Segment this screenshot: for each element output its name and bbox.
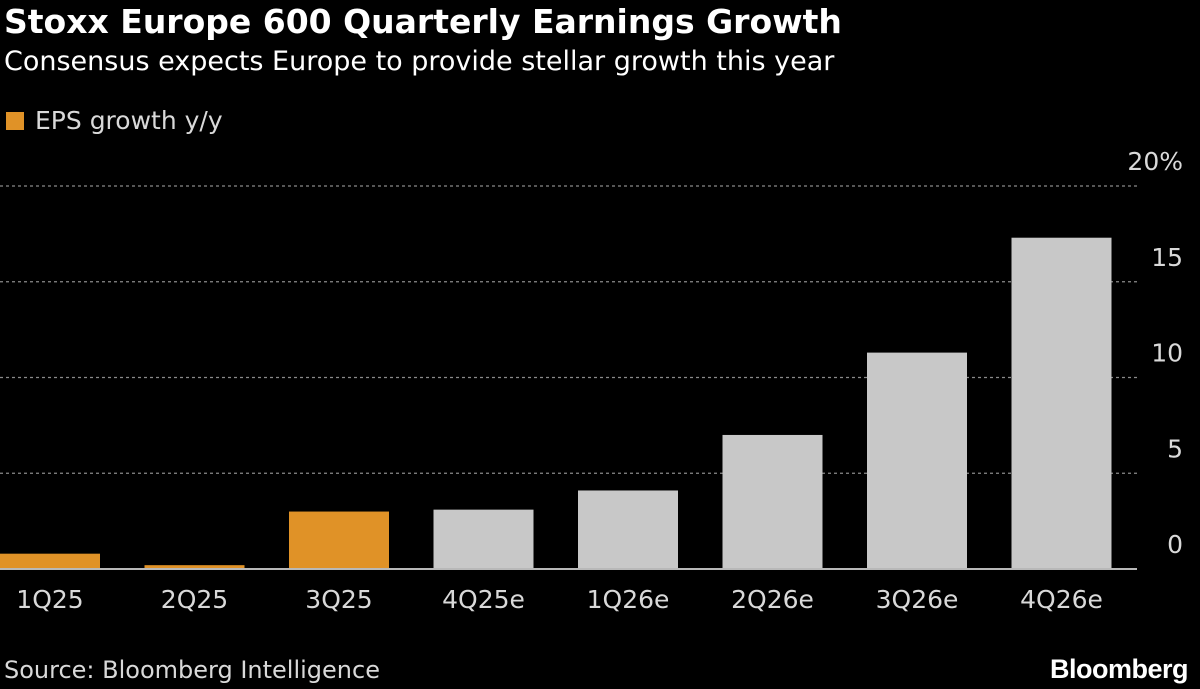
bloomberg-logo: Bloomberg <box>1049 654 1189 684</box>
legend-swatch <box>6 112 24 130</box>
bar-4q26e <box>1011 237 1112 569</box>
tick-layer: 0 5 10 15 20% 1Q25 2Q25 3Q25 4Q25e 1Q26e 2Q26e 3Q26… <box>16 147 1183 614</box>
x-tick-label: 2Q26e <box>731 585 814 614</box>
bar-1q25 <box>0 553 100 569</box>
bar-3q25 <box>289 511 389 569</box>
chart-subtitle: Consensus expects Europe to provide stel… <box>4 46 835 77</box>
legend-label: EPS growth y/y <box>35 106 223 135</box>
x-tick-label: 4Q25e <box>442 585 525 614</box>
source-note: Source: Bloomberg Intelligence <box>4 656 380 684</box>
y-tick-label: 0 <box>1167 530 1183 559</box>
x-tick-label: 1Q25 <box>16 585 83 614</box>
bar-3q26e <box>867 352 967 569</box>
bar-2q25 <box>144 565 245 569</box>
chart-title: Stoxx Europe 600 Quarterly Earnings Grow… <box>4 2 842 41</box>
bar-1q26e <box>578 490 678 569</box>
y-tick-label: 5 <box>1167 434 1183 463</box>
x-tick-label: 4Q26e <box>1020 585 1103 614</box>
bar-4q25e <box>433 509 534 569</box>
y-tick-label: 10 <box>1151 339 1183 368</box>
bar-2q26e <box>722 434 823 569</box>
x-tick-label: 1Q26e <box>587 585 670 614</box>
x-tick-label: 3Q25 <box>305 585 372 614</box>
x-tick-label: 3Q26e <box>876 585 959 614</box>
bar-layer <box>0 237 1112 569</box>
x-tick-label: 2Q25 <box>161 585 228 614</box>
legend: EPS growth y/y <box>6 104 223 138</box>
y-tick-label: 15 <box>1151 243 1183 272</box>
y-tick-label: 20% <box>1127 147 1183 176</box>
